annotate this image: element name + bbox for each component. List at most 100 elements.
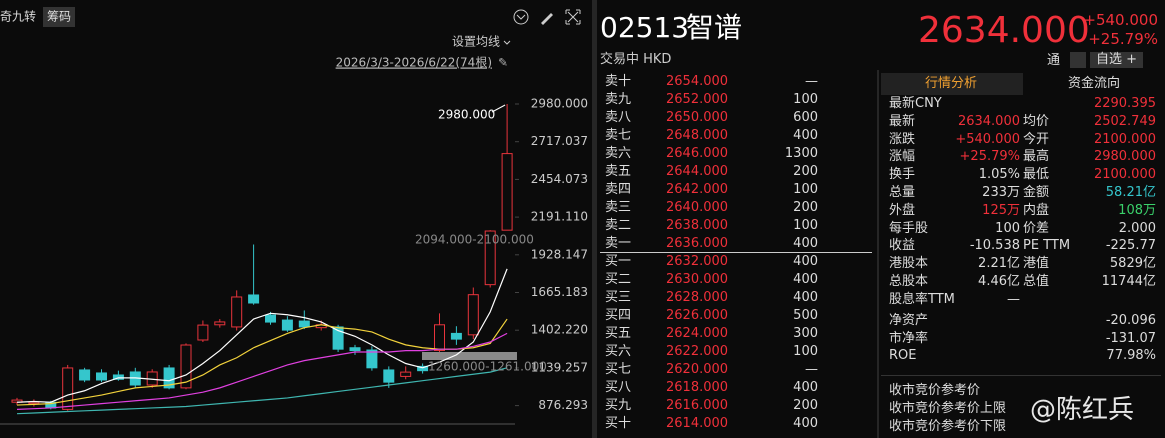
- stat-value: 125万: [982, 202, 1020, 218]
- watermark: @陈红兵: [1030, 395, 1135, 425]
- stat-label: 总值: [1023, 274, 1050, 289]
- stat-label: 涨幅: [889, 149, 916, 165]
- date-range[interactable]: 2026/3/3-2026/6/22(74根): [336, 56, 492, 70]
- candle-body: [434, 324, 445, 351]
- stat-value: +25.79%: [959, 149, 1020, 165]
- stat-value: 2100.000: [1093, 167, 1156, 183]
- order-side: 买一: [605, 254, 632, 269]
- candle-body: [197, 324, 209, 341]
- alert-button[interactable]: [1070, 52, 1086, 68]
- order-price: 2654.000: [666, 74, 729, 89]
- candle-body: [501, 153, 513, 231]
- stat-value: 58.21亿: [1105, 185, 1156, 200]
- order-side: 买二: [605, 272, 632, 287]
- order-volume: 200: [793, 164, 818, 179]
- stock-code: 02513: [600, 11, 690, 44]
- order-side: 买九: [605, 398, 632, 413]
- order-volume: 400: [793, 272, 818, 287]
- candle-body: [79, 369, 91, 381]
- order-volume: 600: [793, 110, 818, 125]
- ma-settings[interactable]: 设置均线: [452, 35, 500, 49]
- order-price: 2628.000: [666, 290, 729, 305]
- order-side: 卖七: [605, 128, 632, 143]
- stat-label: 最新: [889, 113, 916, 129]
- stat-value: 5829亿: [1109, 256, 1156, 272]
- stat-label: 港值: [1023, 256, 1050, 272]
- y-tick-label: 1139.257: [531, 360, 588, 374]
- fund-label: 市净率: [889, 330, 929, 346]
- connect-badge[interactable]: 通: [1047, 53, 1061, 68]
- fullscreen-icon[interactable]: [565, 9, 581, 25]
- draw-icon[interactable]: [541, 13, 553, 25]
- fund-value: 77.98%: [1106, 348, 1156, 363]
- stat-label: 价差: [1023, 220, 1050, 236]
- order-volume: 100: [793, 182, 818, 197]
- order-side: 买三: [605, 290, 632, 305]
- stat-value: 108万: [1118, 202, 1156, 218]
- stat-label: 港股本: [889, 256, 929, 272]
- order-side: 卖四: [605, 182, 632, 197]
- auction-label: 收市竞价参考价下限: [889, 419, 1007, 434]
- order-price: 2614.000: [666, 416, 729, 431]
- tab[interactable]: 行情分析: [925, 76, 978, 91]
- section-line: [881, 375, 1161, 376]
- order-price: 2624.000: [666, 326, 729, 341]
- candle-body: [163, 367, 175, 389]
- order-price: 2632.000: [666, 254, 729, 269]
- order-volume: 400: [793, 380, 818, 395]
- order-volume: —: [805, 362, 818, 377]
- watchlist-button[interactable]: 自选 +: [1090, 52, 1144, 68]
- candle-body: [400, 371, 412, 377]
- order-volume: 200: [793, 200, 818, 215]
- fund-value: -20.096: [1105, 313, 1156, 328]
- stat-value: 2.000: [1118, 220, 1156, 236]
- ma-line: [16, 268, 508, 403]
- order-volume: 100: [793, 92, 818, 107]
- chips-button[interactable]: 筹码: [47, 10, 71, 24]
- collapse-icon[interactable]: [513, 9, 529, 25]
- stat-value: —: [1007, 291, 1020, 307]
- stat-value: 11744亿: [1101, 274, 1156, 289]
- fund-value: -131.07: [1105, 330, 1156, 346]
- candle-body: [332, 326, 344, 350]
- order-price: 2616.000: [666, 398, 729, 413]
- order-price: 2626.000: [666, 308, 729, 323]
- indicator-label[interactable]: 奇九转: [0, 9, 36, 24]
- tab[interactable]: 资金流向: [1068, 76, 1121, 91]
- order-volume: 200: [793, 398, 818, 413]
- order-price: 2640.000: [666, 200, 729, 215]
- candle-body: [349, 347, 361, 352]
- y-tick-label: 1665.183: [531, 285, 588, 299]
- y-tick-label: 2191.110: [531, 210, 588, 224]
- stat-label: 均价: [1023, 113, 1050, 129]
- order-volume: 400: [793, 128, 818, 143]
- order-volume: 400: [793, 416, 818, 431]
- order-volume: 100: [793, 344, 818, 359]
- order-side: 卖三: [605, 200, 632, 215]
- gap-box: [422, 352, 517, 360]
- order-volume: 1300: [784, 146, 818, 161]
- stat-label: 换手: [889, 167, 916, 183]
- fund-label: 净资产: [889, 313, 929, 328]
- chips-button-bg[interactable]: [43, 7, 75, 27]
- stat-value: 2502.749: [1093, 113, 1156, 129]
- stat-value: 2100.000: [1093, 131, 1156, 147]
- stock-name: 智谱: [686, 11, 743, 44]
- stat-value: 2980.000: [1093, 149, 1156, 165]
- stat-label: 收益: [889, 238, 916, 254]
- chevron: [503, 40, 511, 45]
- high-arrow: [491, 104, 506, 113]
- order-side: 买七: [605, 362, 632, 377]
- stat-label: 最高: [1023, 149, 1050, 165]
- auction-label: 收市竞价参考价: [889, 383, 981, 398]
- stat-label: 最新CNY: [889, 96, 942, 111]
- candle-body: [112, 374, 124, 380]
- y-tick-label: 2980.000: [531, 97, 588, 111]
- order-side: 卖八: [605, 110, 632, 125]
- pin-icon[interactable]: ✎: [498, 56, 508, 70]
- stat-value: 233万: [982, 185, 1020, 200]
- stat-label: 外盘: [889, 202, 916, 218]
- order-volume: 300: [793, 326, 818, 341]
- divider: [877, 70, 879, 438]
- y-tick-label: 876.293: [538, 398, 588, 412]
